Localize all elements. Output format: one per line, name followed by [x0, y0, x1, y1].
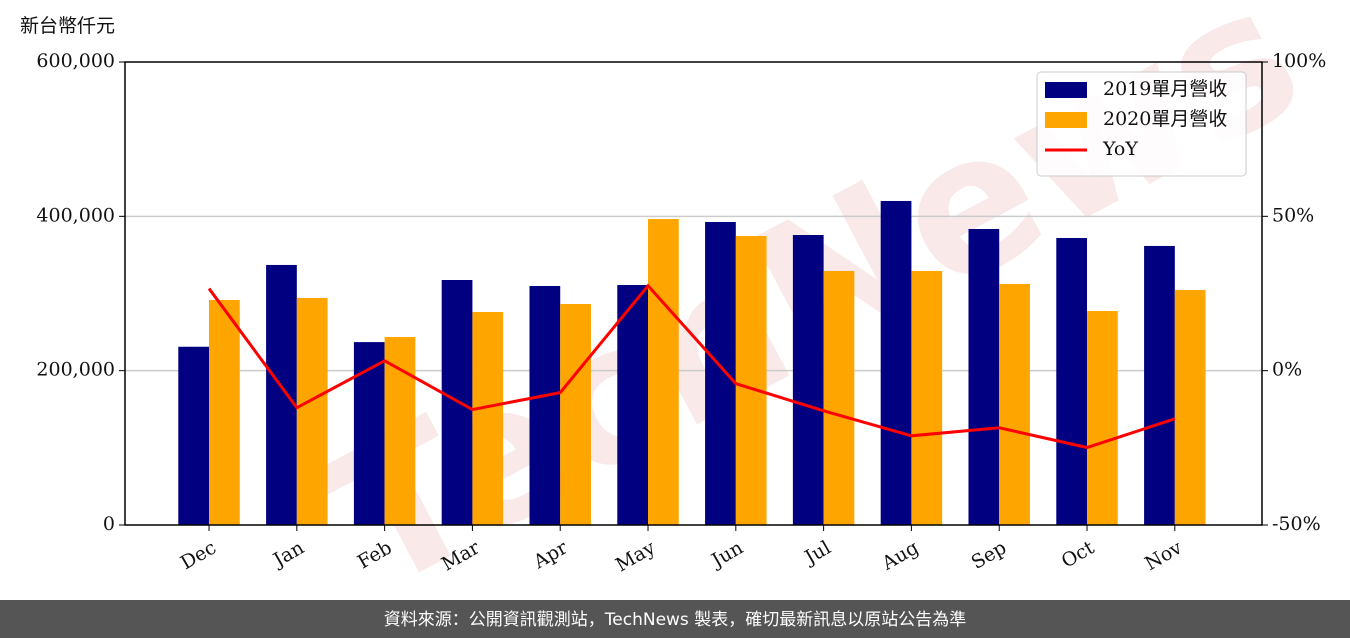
bar [178, 346, 210, 525]
y-tick-label: 400,000 [36, 204, 115, 226]
x-tick-label: May [612, 536, 659, 576]
bar [472, 312, 504, 525]
x-tick-label: Jun [706, 537, 747, 573]
x-tick-label: Dec [177, 537, 220, 575]
bar [911, 270, 943, 525]
bar [266, 264, 297, 525]
bar [617, 285, 649, 525]
bar [560, 303, 591, 525]
bar [999, 284, 1030, 525]
y2-tick-label: 100% [1272, 50, 1326, 72]
bar [1087, 311, 1118, 525]
bar [353, 342, 385, 525]
y2-tick-label: 50% [1272, 204, 1314, 226]
y-axis-title: 新台幣仟元 [20, 15, 115, 37]
bar [1056, 238, 1088, 526]
bar [968, 228, 1000, 526]
x-tick-label: Nov [1141, 536, 1186, 575]
y-tick-label: 0 [103, 513, 115, 535]
footer-bar [0, 600, 1350, 638]
bar [792, 235, 824, 525]
x-tick-label: Sep [968, 537, 1011, 574]
y-tick-label: 600,000 [36, 50, 115, 72]
y-tick-label: 200,000 [36, 359, 115, 381]
legend-swatch [1045, 82, 1087, 98]
legend-box [1036, 71, 1247, 177]
legend-swatch [1045, 112, 1087, 128]
bar [1174, 290, 1206, 525]
legend-label: YoY [1102, 138, 1138, 160]
legend-label: 2019單月營收 [1103, 78, 1227, 100]
bar [648, 219, 679, 525]
legend-label: 2020單月營收 [1103, 108, 1227, 130]
x-tick-label: Aug [878, 537, 923, 576]
bar [735, 236, 767, 525]
x-tick-label: Jan [268, 537, 308, 573]
bar [880, 200, 912, 525]
bar [1144, 245, 1175, 525]
bar [209, 299, 240, 525]
bar [529, 286, 561, 525]
y2-tick-label: 0% [1272, 359, 1302, 381]
bar [296, 297, 328, 525]
bar [384, 337, 416, 525]
x-tick-label: Oct [1058, 536, 1099, 572]
line [207, 283, 1176, 450]
footer: 資料來源：公開資訊觀測站，TechNews 製表，確切最新訊息以原站公告為準 [384, 610, 966, 630]
y2-tick-label: -50% [1272, 513, 1321, 535]
x-tick-label: Jul [799, 537, 834, 570]
bar [705, 221, 736, 526]
bar [823, 270, 855, 525]
plot-frame [124, 61, 1263, 526]
